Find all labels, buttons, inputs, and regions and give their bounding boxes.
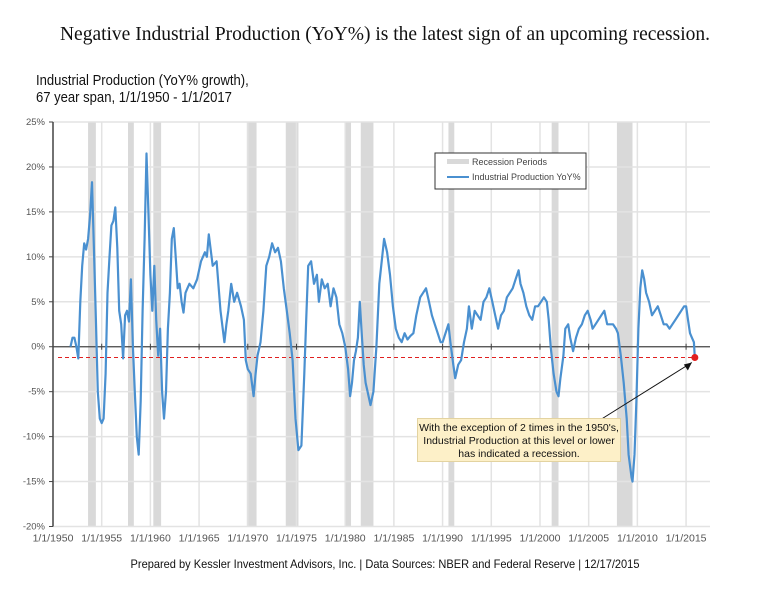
y-tick-label: 0% [31,342,45,353]
x-tick-label: 1/1/1950 [33,533,74,545]
recession-bar [360,122,374,527]
x-tick-label: 1/1/1985 [373,533,414,545]
x-tick-label: 1/1/1975 [276,533,317,545]
recession-bar [345,122,352,527]
grid-layer: 25% 20% 15% 10% 5% 0% -5% -10% -15% -20%1/1/1950 1… [23,117,710,545]
y-tick-label: -10% [23,432,46,443]
y-tick-label: 25% [26,117,46,128]
y-tick-label: -20% [23,522,46,533]
x-tick-label: 1/1/1990 [422,533,463,545]
chart-subtitle: Industrial Production (YoY% growth), 67 … [36,73,249,107]
y-tick-label: 15% [26,207,46,218]
x-tick-label: 1/1/1995 [471,533,512,545]
recession-bar [448,122,455,527]
x-tick-label: 1/1/1965 [179,533,220,545]
recession-bar [88,122,96,527]
y-tick-label: 20% [26,162,46,173]
y-tick-label: 10% [26,252,46,263]
recession-bar [551,122,559,527]
latest-point-marker [691,354,699,362]
arrow-head [683,362,692,371]
subtitle-line-1: Industrial Production (YoY% growth), [36,73,249,89]
x-tick-label: 1/1/2015 [666,533,707,545]
x-tick-label: 1/1/1980 [325,533,366,545]
annotation-box: With the exception of 2 times in the 195… [417,418,621,462]
subtitle-line-2: 67 year span, 1/1/1950 - 1/1/2017 [36,90,232,106]
annotation-line-3: has indicated a recession. [458,448,580,460]
annotation-line-2: Industrial Production at this level or l… [423,435,615,447]
series-layer [58,152,699,483]
x-tick-label: 1/1/2000 [520,533,561,545]
annotation-arrow [599,362,693,421]
legend-series-label: Industrial Production YoY% [472,172,581,182]
recession-bar [127,122,134,527]
recession-bar [246,122,257,527]
legend: Recession Periods Industrial Production … [434,152,587,190]
y-tick-label: 5% [31,297,45,308]
series-line [69,152,696,483]
footer-source: Prepared by Kessler Investment Advisors,… [130,557,640,571]
x-tick-label: 1/1/1960 [130,533,171,545]
x-tick-label: 1/1/1970 [227,533,268,545]
arrow-shaft [599,362,693,421]
annotation-line-1: With the exception of 2 times in the 195… [419,422,619,434]
y-tick-label: -5% [28,387,45,398]
y-tick-label: -15% [23,477,46,488]
x-tick-label: 1/1/2010 [617,533,658,545]
legend-recession-label: Recession Periods [472,157,548,167]
headline: Negative Industrial Production (YoY%) is… [59,24,711,45]
legend-recession-swatch [447,159,469,164]
legend-box [434,152,587,190]
x-tick-label: 1/1/2005 [568,533,609,545]
x-tick-label: 1/1/1955 [81,533,122,545]
